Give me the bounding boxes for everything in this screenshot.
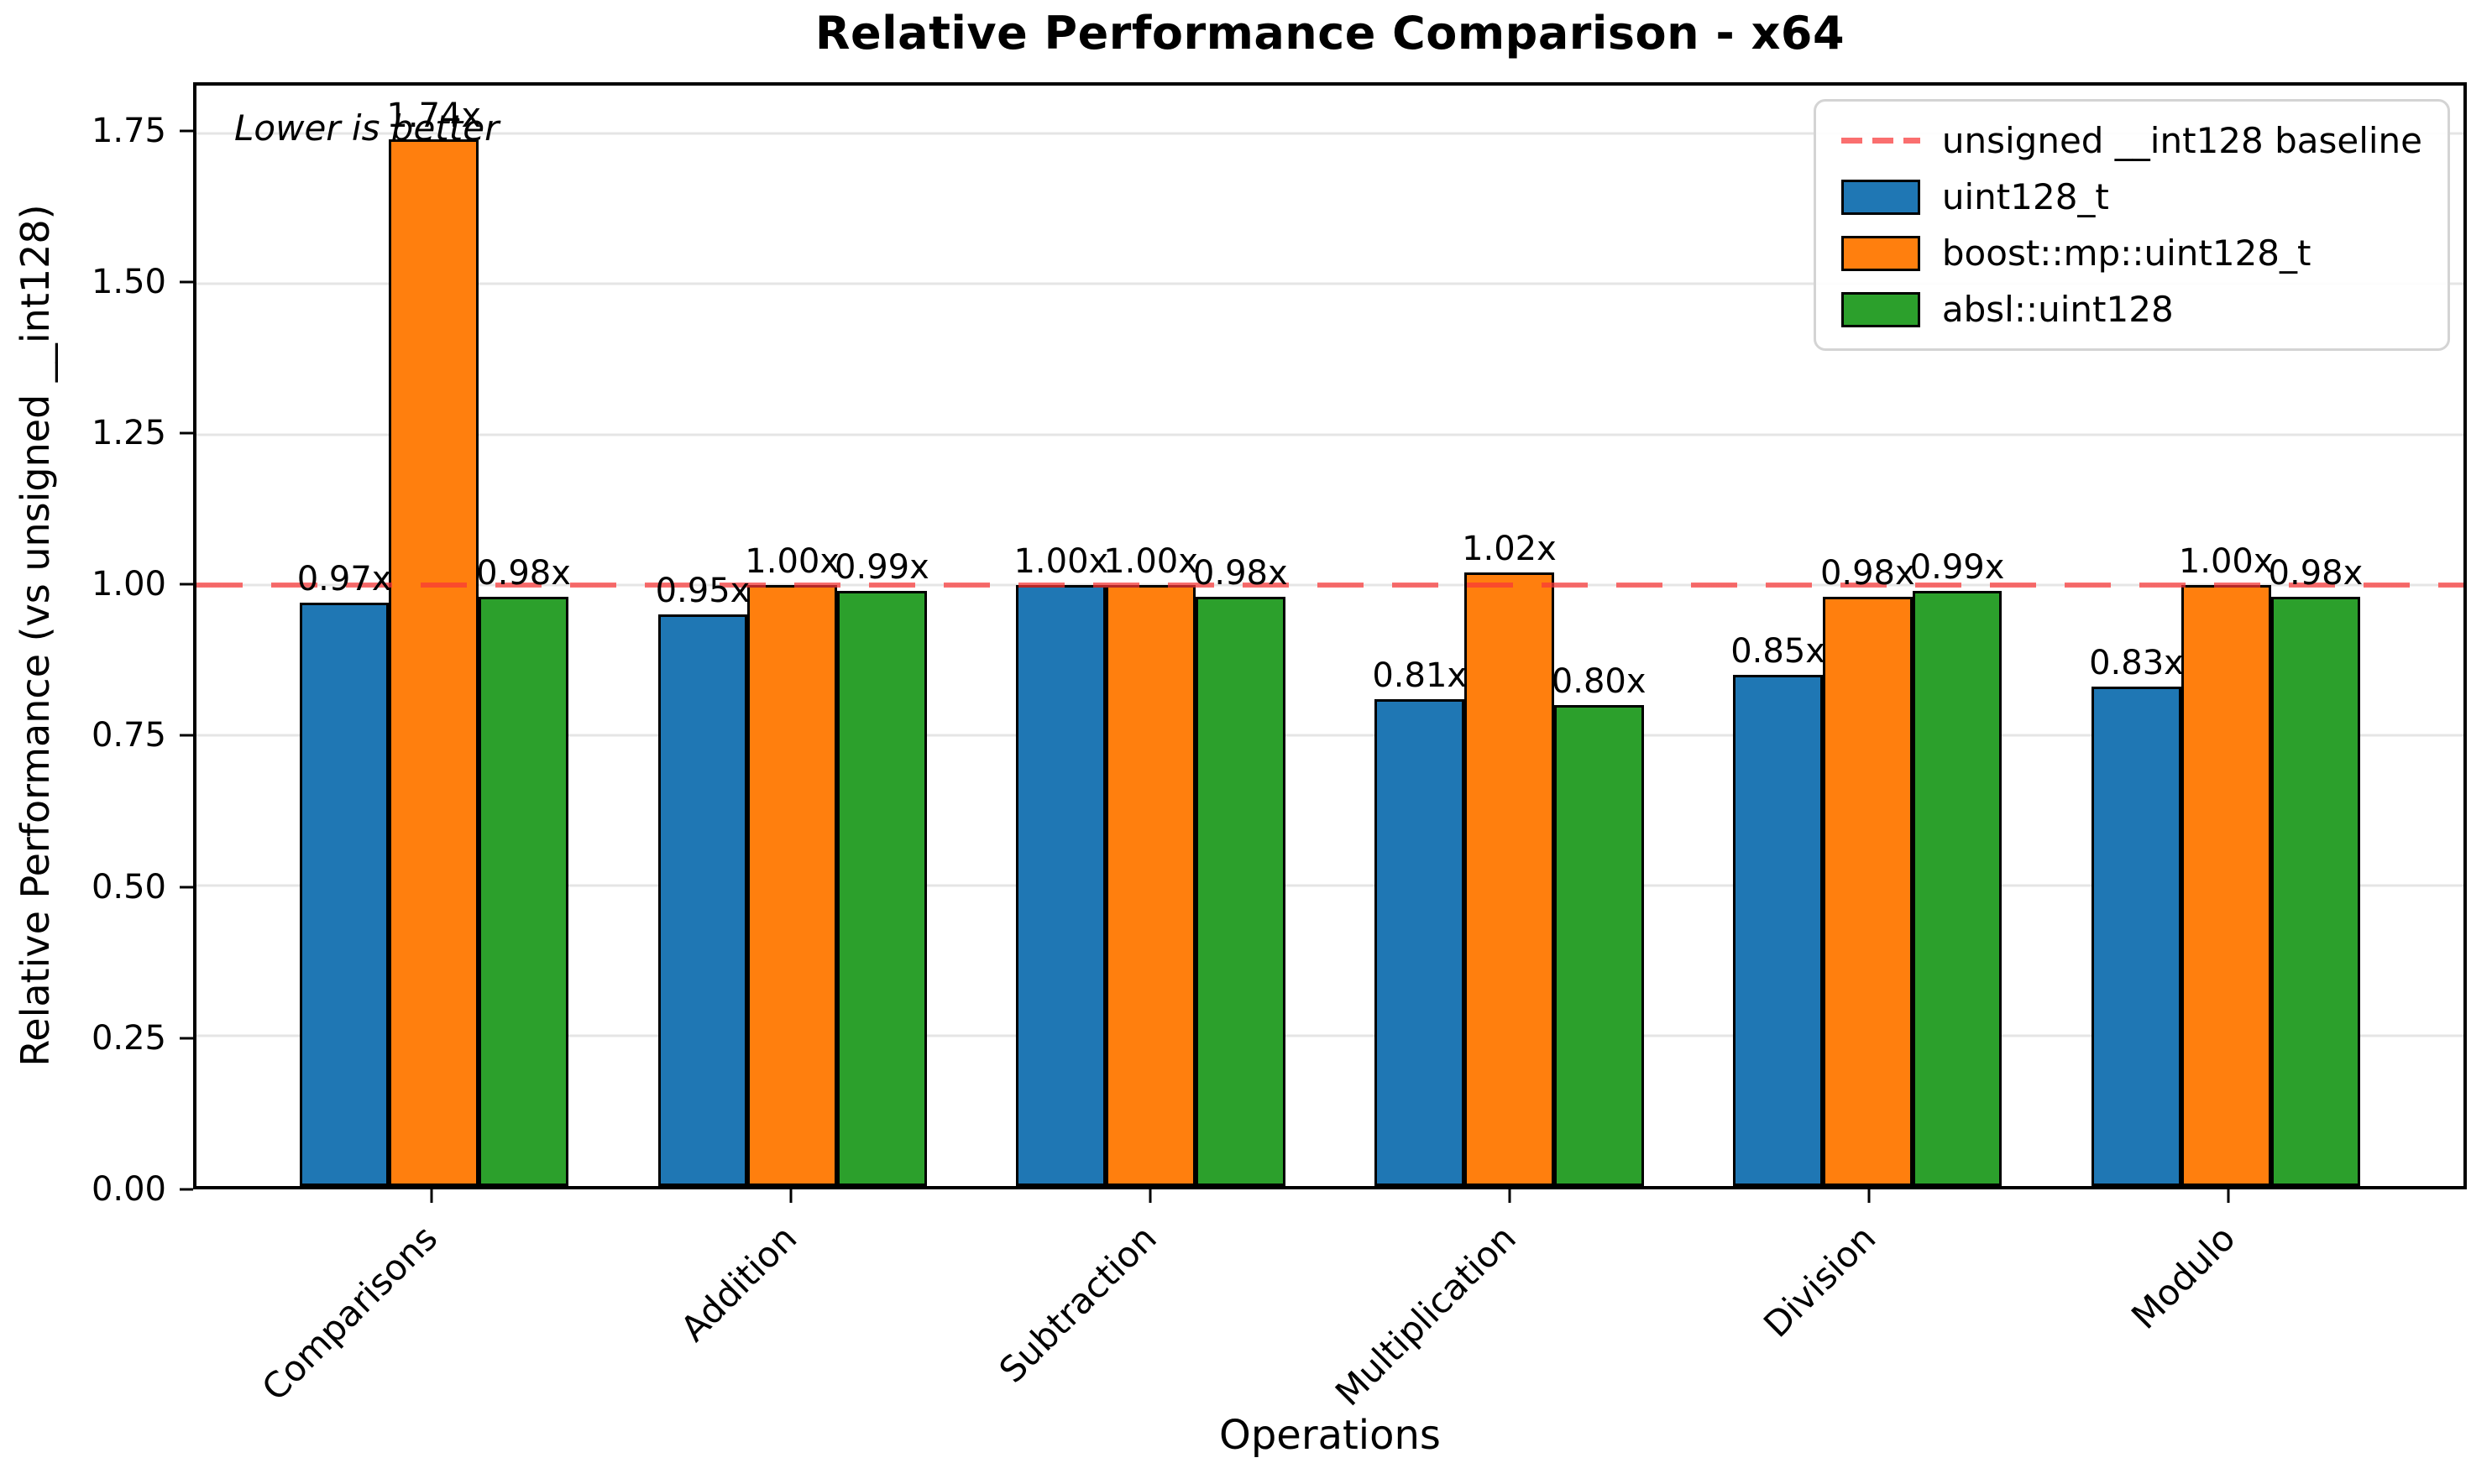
legend-item-boost-uint128-t: boost::mp::uint128_t [1840, 233, 2422, 274]
y-axis: 0.00 0.25 0.50 0.75 1.00 1.25 1.50 1.75 [0, 82, 193, 1206]
bar-value-label-uint128_t-Subtraction: 1.00x [1013, 541, 1109, 581]
y-tick-label-0.00: 0.00 [91, 1170, 166, 1209]
x-tick-label-Division: Division [1755, 1217, 1884, 1346]
legend-label-boost-uint128-t: boost::mp::uint128_t [1941, 233, 2311, 274]
y-tick-mark-1.50 [180, 280, 193, 284]
bar-value-label-absl::uint128-Multiplication: 0.80x [1551, 661, 1646, 701]
bar-uint128_t-Addition [657, 614, 748, 1186]
gridline-1.75 [196, 132, 2463, 135]
bar-value-label-uint128_t-Modulo: 0.83x [2089, 644, 2184, 683]
legend-baseline-label: unsigned __int128 baseline [1941, 120, 2422, 161]
bar-value-label-boost::mp::uint128_t-Comparisons: 1.74x [386, 97, 482, 136]
x-tick-label-Addition: Addition [673, 1217, 805, 1350]
y-tick-mark-1.00 [180, 583, 193, 586]
bar-value-label-uint128_t-Multiplication: 0.81x [1372, 656, 1468, 695]
bar-value-label-boost::mp::uint128_t-Subtraction: 1.00x [1103, 541, 1198, 581]
y-tick-mark-1.25 [180, 431, 193, 435]
bar-value-label-absl::uint128-Division: 0.99x [1909, 547, 2005, 587]
gridline-0.50 [196, 884, 2463, 887]
gridline-0.25 [196, 1034, 2463, 1037]
legend-label-uint128-t: uint128_t [1941, 176, 2109, 217]
legend-item-baseline: unsigned __int128 baseline [1840, 120, 2422, 161]
bar-absl::uint128-Division [1912, 590, 2002, 1186]
bar-uint128_t-Subtraction [1016, 584, 1107, 1186]
gridline-1.50 [196, 282, 2463, 285]
legend-label-absl-uint128: absl::uint128 [1941, 289, 2174, 330]
legend-swatch-uint128-t [1840, 179, 1920, 215]
bar-uint128_t-Modulo [2092, 687, 2181, 1186]
legend-swatch-absl-uint128 [1840, 291, 1920, 327]
x-tick-label-Modulo: Modulo [2123, 1217, 2243, 1337]
bar-value-label-boost::mp::uint128_t-Modulo: 1.00x [2178, 541, 2274, 581]
bar-absl::uint128-Modulo [2270, 596, 2361, 1186]
x-tick-mark-Addition [789, 1189, 793, 1203]
bar-boost::mp::uint128_t-Comparisons [389, 139, 479, 1186]
bar-uint128_t-Multiplication [1374, 698, 1465, 1186]
y-tick-mark-0.50 [180, 886, 193, 889]
bar-value-label-uint128_t-Comparisons: 0.97x [296, 560, 392, 599]
bar-value-label-boost::mp::uint128_t-Addition: 1.00x [745, 541, 840, 581]
annotation-lower-is-better: Lower is better [234, 107, 500, 149]
bar-absl::uint128-Addition [837, 590, 927, 1186]
bar-value-label-boost::mp::uint128_t-Division: 0.98x [1819, 553, 1915, 593]
legend-item-uint128-t: uint128_t [1840, 176, 2422, 217]
legend-item-absl-uint128: absl::uint128 [1840, 289, 2422, 330]
y-tick-label-1.25: 1.25 [91, 414, 166, 453]
y-tick-label-0.25: 0.25 [91, 1018, 166, 1058]
x-tick-label-Subtraction: Subtraction [991, 1217, 1165, 1391]
x-tick-label-Multiplication: Multiplication [1327, 1217, 1525, 1414]
bar-boost::mp::uint128_t-Division [1822, 596, 1913, 1186]
x-tick-mark-Comparisons [430, 1189, 433, 1203]
y-tick-mark-1.75 [180, 129, 193, 133]
baseline-dashed-line [196, 582, 2463, 588]
y-tick-label-0.50: 0.50 [91, 867, 166, 907]
y-tick-label-1.75: 1.75 [91, 111, 166, 150]
x-tick-mark-Division [1867, 1189, 1871, 1203]
bar-value-label-absl::uint128-Subtraction: 0.98x [1192, 553, 1288, 593]
legend: unsigned __int128 baseline uint128_t boo… [1813, 99, 2450, 351]
bar-value-label-absl::uint128-Comparisons: 0.98x [476, 553, 571, 593]
bar-absl::uint128-Multiplication [1553, 704, 1644, 1186]
legend-swatch-boost-uint128-t [1840, 235, 1920, 271]
bar-value-label-boost::mp::uint128_t-Multiplication: 1.02x [1462, 530, 1557, 569]
x-axis-label: Operations [1219, 1412, 1441, 1459]
x-tick-mark-Subtraction [1149, 1189, 1152, 1203]
bar-value-label-uint128_t-Division: 0.85x [1730, 632, 1825, 671]
gridline-1.25 [196, 433, 2463, 436]
bar-boost::mp::uint128_t-Subtraction [1106, 584, 1196, 1186]
bar-boost::mp::uint128_t-Modulo [2180, 584, 2271, 1186]
bar-boost::mp::uint128_t-Multiplication [1464, 572, 1554, 1186]
bar-value-label-absl::uint128-Addition: 0.99x [835, 547, 929, 587]
y-tick-label-0.75: 0.75 [91, 716, 166, 755]
plot-area: Lower is better unsigned __int128 baseli… [193, 82, 2467, 1189]
bar-boost::mp::uint128_t-Addition [747, 584, 838, 1186]
y-tick-label-1.00: 1.00 [91, 565, 166, 604]
legend-baseline-line-swatch [1840, 138, 1920, 144]
x-tick-mark-Multiplication [1508, 1189, 1511, 1203]
bar-value-label-absl::uint128-Modulo: 0.98x [2268, 553, 2364, 593]
y-tick-mark-0.75 [180, 734, 193, 737]
bar-value-label-uint128_t-Addition: 0.95x [655, 572, 751, 611]
bar-absl::uint128-Subtraction [1195, 596, 1285, 1186]
bar-uint128_t-Division [1733, 675, 1823, 1186]
x-tick-label-Comparisons: Comparisons [254, 1217, 446, 1409]
y-tick-mark-0.00 [180, 1188, 193, 1191]
y-tick-mark-0.25 [180, 1037, 193, 1040]
x-axis: Comparisons Addition Subtraction Multiplica… [193, 1189, 2467, 1416]
x-tick-mark-Modulo [2227, 1189, 2230, 1203]
bar-absl::uint128-Comparisons [479, 596, 568, 1186]
y-tick-label-1.50: 1.50 [91, 262, 166, 301]
gridline-0.75 [196, 734, 2463, 737]
bar-uint128_t-Comparisons [299, 603, 390, 1186]
chart-title: Relative Performance Comparison - x64 [814, 7, 1845, 60]
